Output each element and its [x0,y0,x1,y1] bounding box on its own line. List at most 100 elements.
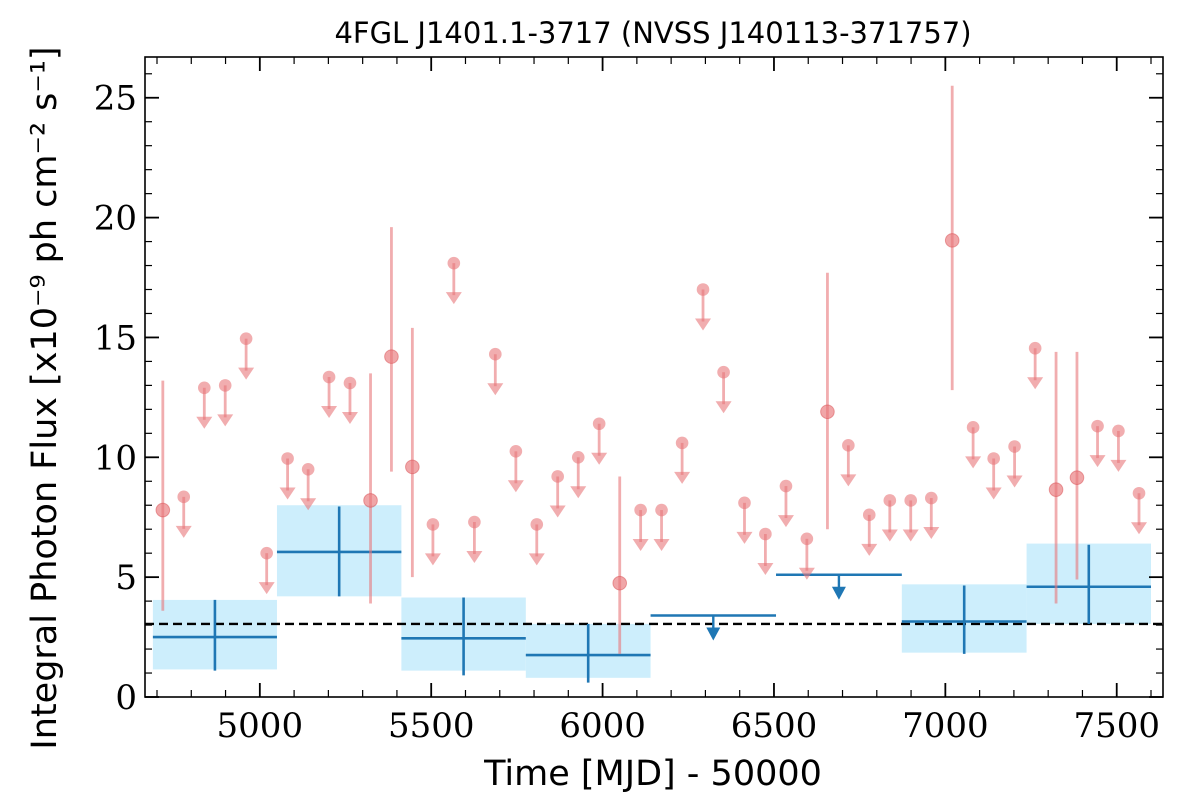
short-bin-markers [155,85,1148,654]
short-bin-upper-limit-arrow [217,414,234,427]
y-tick-label: 10 [94,438,137,478]
long-bin-upper-limit-arrow [706,627,721,641]
short-bin-upper-limit-arrow [632,539,649,552]
short-bin-upper-limit-point [197,381,211,395]
short-bin-point [1048,482,1064,497]
short-bin-upper-limit-point [551,470,564,483]
short-bin-upper-limit-arrow [1110,459,1127,472]
short-bin-upper-limit-point [447,256,461,270]
short-bin-upper-limit-arrow [715,401,732,414]
short-bin-upper-limit-arrow [674,471,691,484]
y-axis-label: Integral Photon Flux [x10⁻⁹ ph cm⁻² s⁻¹] [25,46,65,749]
short-bin-upper-limit-arrow [487,383,504,396]
short-bin-upper-limit-point [883,494,897,507]
short-bin-upper-limit-point [571,450,585,464]
x-tick-label: 7500 [1073,706,1160,746]
short-bin-upper-limit-point [509,445,523,458]
x-tick-label: 5500 [388,706,475,746]
short-bin-point [384,349,399,364]
short-bin-upper-limit-arrow [1131,522,1148,535]
y-tick-label: 0 [115,678,137,718]
short-bin-upper-limit-point [1132,486,1146,500]
short-bin-point [944,233,960,248]
short-bin-upper-limit-arrow [591,452,608,465]
short-bin-upper-limit-point [779,479,793,493]
short-bin-upper-limit-point [696,283,710,296]
y-tick-label: 15 [94,318,137,358]
short-bin-upper-limit-point [655,503,668,517]
short-bin-upper-limit-point [904,494,918,507]
y-tick-label: 25 [94,79,137,119]
short-bin-upper-limit-arrow [902,529,919,542]
short-bin-upper-limit-point [177,490,191,504]
short-bin-upper-limit-point [966,421,980,434]
short-bin-upper-limit-point [842,439,855,452]
x-tick-label: 5000 [217,706,304,746]
short-bin-upper-limit-point [489,347,502,361]
short-bin-upper-limit-point [987,452,1000,465]
x-tick-label: 6500 [731,706,818,746]
short-bin-upper-limit-arrow [507,480,524,493]
short-bin-upper-limit-arrow [777,515,794,528]
short-bin-upper-limit-arrow [985,487,1002,500]
short-bin-upper-limit-point [800,532,814,546]
short-bin-point [820,404,835,420]
short-bin-upper-limit-arrow [798,567,815,580]
long-bin-bands [152,505,1152,678]
short-bin-upper-limit-point [634,503,647,517]
long-bin-upper-limit-arrow [831,586,846,600]
short-bin-upper-limit-arrow [424,553,441,566]
short-bin-upper-limit-point [260,546,273,560]
short-bin-point [405,459,420,475]
short-bin-upper-limit-point [1008,440,1021,453]
short-bin-upper-limit-arrow [653,539,670,552]
short-bin-upper-limit-arrow [881,529,898,542]
short-bin-upper-limit-arrow [1006,475,1023,488]
short-bin-point [363,493,378,508]
short-bin-upper-limit-point [1112,424,1125,438]
y-tick-label: 5 [115,558,137,598]
short-bin-point [1069,470,1085,485]
y-tick-label: 20 [94,199,137,239]
short-bin-upper-limit-arrow [923,527,940,540]
short-bin-upper-limit-point [1091,419,1104,433]
short-bin-upper-limit-arrow [341,411,358,424]
x-tick-label: 7000 [902,706,989,746]
short-bin-upper-limit-point [1028,341,1042,355]
short-bin-upper-limit-arrow [840,474,857,487]
short-bin-upper-limit-arrow [196,416,213,429]
short-bin-point [155,502,171,518]
short-bin-upper-limit-arrow [300,498,317,511]
short-bin-upper-limit-point [717,365,730,379]
short-bin-upper-limit-point [426,518,440,531]
short-bin-point [612,575,628,591]
short-bin-upper-limit-arrow [736,531,753,544]
short-bin-upper-limit-arrow [445,292,462,305]
short-bin-upper-limit-arrow [965,456,982,469]
short-bin-upper-limit-arrow [1027,377,1044,390]
short-bin-upper-limit-point [218,379,232,392]
short-bin-upper-limit-arrow [1089,455,1106,468]
short-bin-upper-limit-arrow [549,505,566,518]
short-bin-upper-limit-arrow [175,525,192,538]
short-bin-upper-limit-point [239,332,253,345]
axis-ticks: 5000 5500 6000 6500 7000 7500 0 5 10 15 20 25 [94,57,1163,746]
short-bin-upper-limit-point [322,370,336,384]
short-bin-upper-limit-point [281,452,294,465]
short-bin-upper-limit-point [924,491,938,505]
short-bin-upper-limit-arrow [321,406,338,418]
short-bin-upper-limit-arrow [757,563,774,576]
short-bin-upper-limit-point [301,462,315,476]
plot-frame [144,56,1164,698]
short-bin-upper-limit-point [343,376,357,390]
short-bin-upper-limit-point [675,436,689,450]
long-bin-markers [152,506,1152,683]
short-bin-upper-limit-arrow [466,551,483,564]
short-bin-upper-limit-point [759,527,772,541]
short-bin-upper-limit-point [468,515,481,529]
short-bin-upper-limit-point [530,518,544,531]
short-bin-upper-limit-arrow [258,582,275,595]
x-tick-label: 6000 [559,706,646,746]
x-axis-label: Time [MJD] - 50000 [483,754,822,794]
